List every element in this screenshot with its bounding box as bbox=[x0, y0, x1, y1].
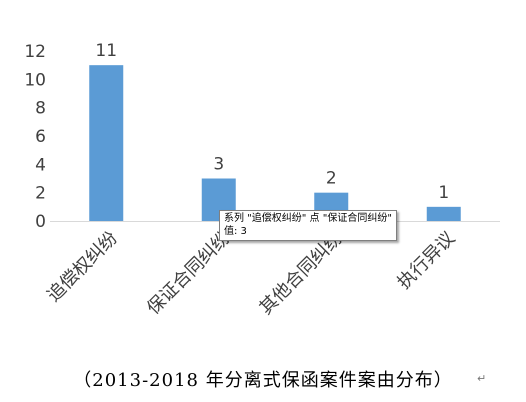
bars bbox=[89, 65, 461, 222]
data-label: 2 bbox=[326, 169, 337, 189]
x-tick-label: 其他合同纠纷 bbox=[256, 228, 347, 319]
y-tick-label: 0 bbox=[35, 212, 46, 232]
figure-caption: （2013-2018 年分离式保函案件案由分布） bbox=[73, 370, 453, 391]
y-tick-label: 8 bbox=[35, 99, 46, 119]
y-axis-ticks: 0 2 4 6 8 10 12 bbox=[24, 42, 46, 232]
y-tick-label: 10 bbox=[24, 70, 46, 90]
data-label: 1 bbox=[438, 183, 449, 203]
y-tick-label: 6 bbox=[35, 127, 46, 147]
chart-tooltip: 系列 "追偿权纠纷" 点 "保证合同纠纷" 值: 3 bbox=[219, 210, 397, 241]
bar-chart: 0 2 4 6 8 10 12 11 3 2 1 追偿权纠纷 保证合同纠纷 其他合同纠纷 执行异议 bbox=[24, 41, 500, 319]
data-label: 3 bbox=[213, 155, 224, 175]
y-tick-label: 4 bbox=[35, 155, 46, 175]
x-tick-label: 执行异议 bbox=[394, 228, 460, 294]
y-tick-label: 2 bbox=[35, 184, 46, 204]
data-label: 11 bbox=[95, 41, 117, 61]
y-tick-label: 12 bbox=[24, 42, 46, 62]
tooltip-value: 值: 3 bbox=[224, 226, 247, 237]
x-tick-label: 追偿权纠纷 bbox=[43, 228, 121, 306]
paragraph-return-mark: ↵ bbox=[477, 372, 487, 385]
x-axis-labels: 追偿权纠纷 保证合同纠纷 其他合同纠纷 执行异议 bbox=[43, 228, 459, 319]
tooltip-series-point: 系列 "追偿权纠纷" 点 "保证合同纠纷" bbox=[224, 213, 392, 224]
bar[interactable] bbox=[426, 206, 461, 221]
data-labels: 11 3 2 1 bbox=[95, 41, 449, 203]
x-tick-label: 保证合同纠纷 bbox=[143, 228, 234, 319]
bar[interactable] bbox=[89, 65, 124, 222]
